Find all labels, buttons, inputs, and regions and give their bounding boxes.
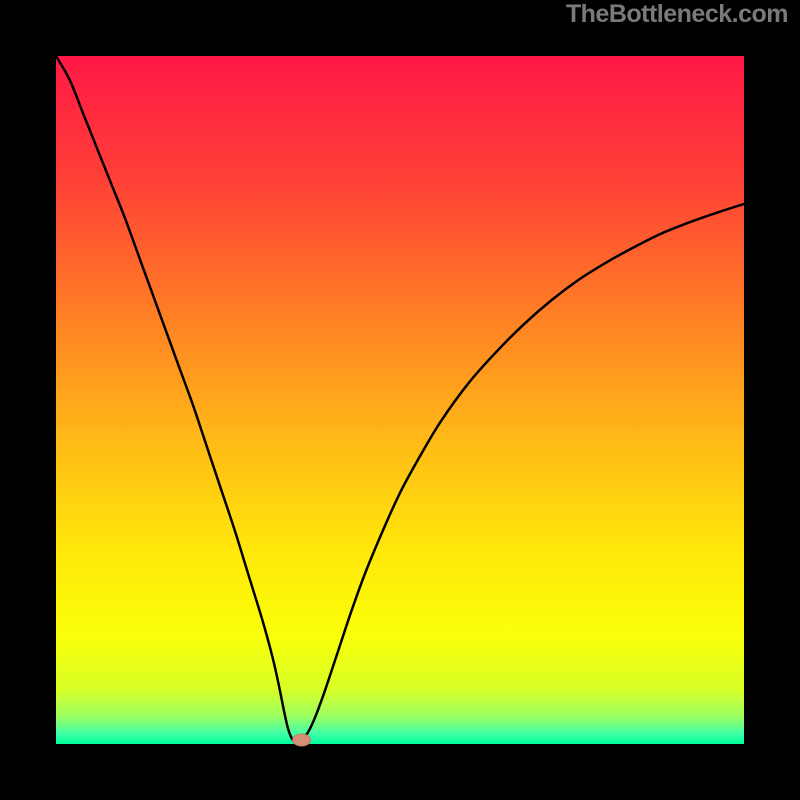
watermark-text: TheBottleneck.com — [566, 0, 788, 29]
chart-gradient-background — [56, 56, 744, 744]
optimal-point-marker — [293, 734, 311, 746]
chart-container: TheBottleneck.com — [0, 0, 800, 800]
bottleneck-chart — [0, 0, 800, 800]
